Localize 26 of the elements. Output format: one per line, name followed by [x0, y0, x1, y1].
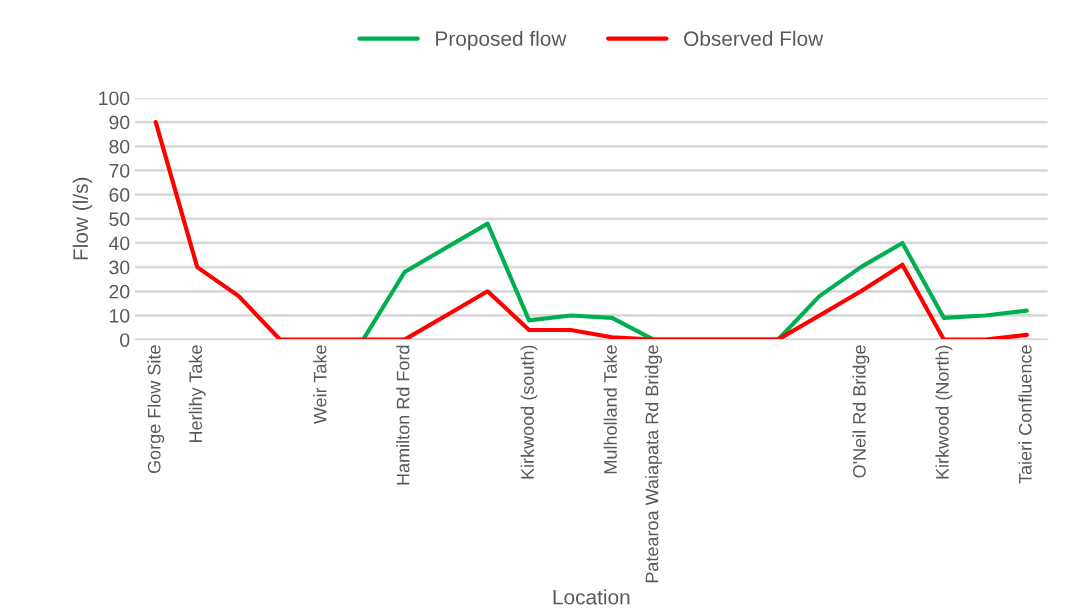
y-tick-label: 20 [109, 284, 130, 299]
x-tick-label: O'Neil Rd Bridge [852, 345, 870, 478]
y-tick-label: 60 [109, 188, 130, 202]
y-tick-label: 70 [109, 163, 130, 178]
x-tick-label: Kirkwood (south) [520, 345, 538, 479]
y-tick-label: 90 [109, 115, 130, 130]
y-axis-title: Flow (l/s) [72, 177, 93, 260]
x-axis-title: Location [553, 589, 630, 605]
y-tick-label: 80 [109, 139, 130, 154]
x-tick-label: Hamilton Rd Ford [396, 345, 410, 485]
y-tick-label: 100 [99, 91, 130, 106]
x-tick-label: Kirkwood (North) [935, 345, 953, 479]
y-tick-label: 0 [120, 333, 130, 347]
x-tick-label: Mulholland Take [603, 345, 617, 474]
x-tick-label: Taieri Confluence [1018, 345, 1032, 484]
x-tick-label: Herlihy Take [188, 345, 206, 443]
x-tick-label: Gorge Flow Site [147, 345, 165, 474]
y-tick-label: 50 [109, 212, 130, 227]
line-series [153, 120, 1029, 340]
y-tick-label: 40 [108, 236, 130, 251]
legend-label: Proposed flow [436, 30, 567, 51]
y-tick-label: 30 [109, 260, 130, 275]
y-tick-label: 10 [110, 308, 130, 323]
x-tick-label: Weir Take [313, 345, 327, 425]
legend-label: Observed Flow [684, 30, 824, 47]
x-tick-label: Patearoa Waiapata Rd Bridge [645, 345, 662, 583]
